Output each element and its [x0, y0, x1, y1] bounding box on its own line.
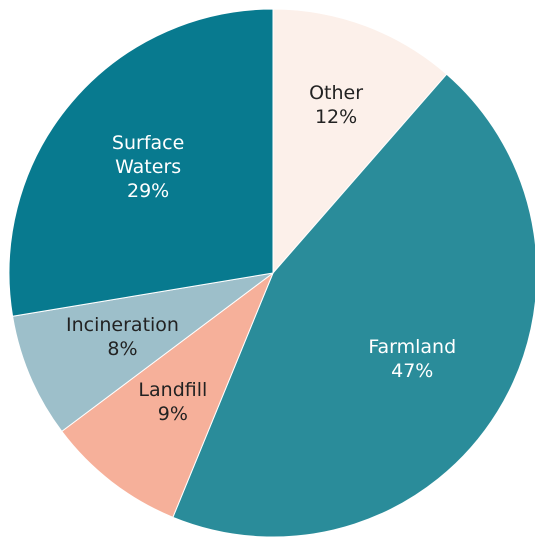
value-label: 8% [107, 338, 138, 361]
value-label: 47% [391, 360, 434, 383]
value-label: 12% [314, 105, 358, 128]
slice-label: Farmland 47% [368, 335, 456, 383]
category: Other [309, 81, 364, 104]
slice-label: Incineration 8% [66, 313, 179, 361]
value-label: 29% [127, 180, 170, 203]
slice-label: Landfill 9% [138, 378, 207, 426]
pie-slice [11, 272, 274, 433]
value-label: 9% [157, 403, 188, 426]
slice-label: Surface Waters 29% [112, 131, 184, 203]
pie-slice [272, 8, 448, 275]
pie-slice [61, 271, 275, 518]
category: Surface Waters [111, 132, 185, 179]
slice-label: Other 12% [309, 81, 363, 129]
category: Farmland [368, 336, 457, 359]
category: Landfill [138, 379, 208, 402]
pie-slice [8, 8, 274, 317]
category: Incineration [66, 314, 179, 337]
pie-slice [172, 73, 535, 538]
